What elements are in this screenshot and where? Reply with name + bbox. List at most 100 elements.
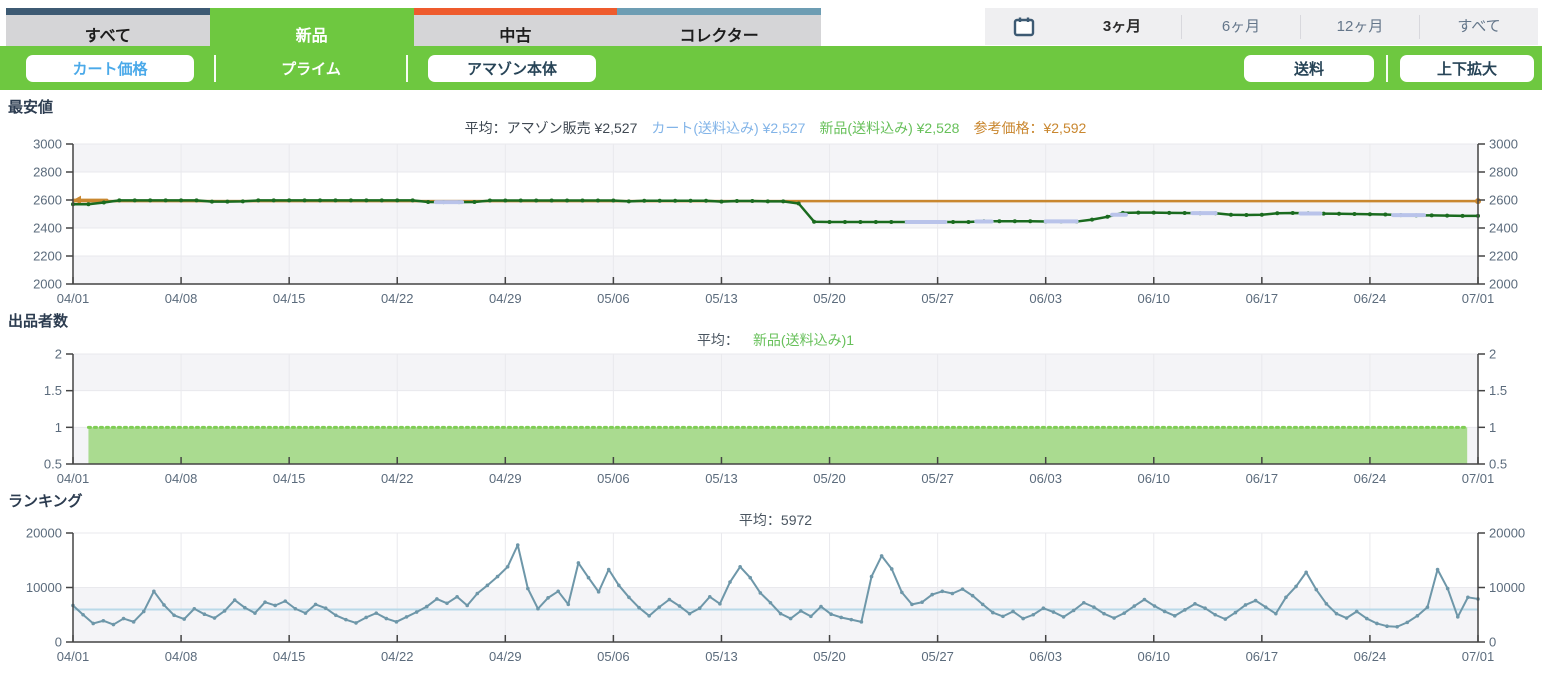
price-chart-plot[interactable]: 2000 2000 2200 2200 2400 2400 2600 2600 2800 2800… [0,130,1542,317]
shipping-button[interactable]: 送料 [1244,54,1374,82]
svg-text:07/01: 07/01 [1462,649,1495,664]
svg-text:3000: 3000 [33,137,62,152]
svg-text:05/27: 05/27 [921,291,954,306]
svg-text:05/06: 05/06 [597,649,630,664]
svg-text:2800: 2800 [1489,165,1518,180]
svg-text:05/27: 05/27 [921,471,954,486]
sellers-chart-legend: 平均： 新品(送料込み)1 [73,330,1478,350]
svg-text:06/24: 06/24 [1354,291,1387,306]
svg-text:04/01: 04/01 [57,291,90,306]
tab-new-label: 新品 [295,27,328,45]
svg-text:04/22: 04/22 [381,649,414,664]
svg-text:04/08: 04/08 [165,649,198,664]
prime-button[interactable]: プライム [281,60,341,78]
price-chart-legend: 平均：アマゾン販売 ¥2,527 カート(送料込み) ¥2,527 新品(送料込み)… [73,118,1478,138]
cart-price-label: カート価格 [72,60,148,78]
tab-used-label: 中古 [499,27,532,45]
svg-text:3000: 3000 [1489,137,1518,152]
time-option-3m[interactable]: 3ヶ月 [1102,17,1142,35]
svg-text:06/03: 06/03 [1029,649,1062,664]
legend-item: 新品(送料込み) ¥2,528 [819,120,960,136]
svg-text:06/03: 06/03 [1029,291,1062,306]
svg-text:04/29: 04/29 [489,291,522,306]
svg-text:04/22: 04/22 [381,471,414,486]
svg-text:0: 0 [1489,635,1496,650]
svg-text:2600: 2600 [33,193,62,208]
svg-text:2800: 2800 [33,165,62,180]
svg-text:05/20: 05/20 [813,291,846,306]
tab-all[interactable]: すべて [6,8,210,52]
legend-item: カート(送料込み) ¥2,527 [651,120,806,136]
svg-text:2600: 2600 [1489,193,1518,208]
svg-text:20000: 20000 [1489,526,1525,541]
calendar-icon [985,14,1063,40]
tab-collector-label: コレクター [679,27,759,45]
svg-text:07/01: 07/01 [1462,471,1495,486]
svg-text:04/22: 04/22 [381,291,414,306]
svg-text:2400: 2400 [1489,221,1518,236]
svg-text:05/20: 05/20 [813,471,846,486]
price-chart-title: 最安値 [8,99,54,116]
svg-text:06/17: 06/17 [1246,291,1279,306]
tab-all-strip [6,8,210,15]
tab-new[interactable]: 新品 [209,8,414,52]
svg-text:04/29: 04/29 [489,471,522,486]
svg-text:2: 2 [1489,347,1496,362]
svg-text:04/15: 04/15 [273,291,306,306]
time-range-bar: 3ヶ月 6ヶ月 12ヶ月 すべて [985,8,1538,45]
svg-text:0: 0 [55,635,62,650]
svg-text:06/10: 06/10 [1137,649,1170,664]
cart-price-button[interactable]: カート価格 [26,54,194,82]
time-option-all[interactable]: すべて [1419,14,1538,39]
shipping-label: 送料 [1293,60,1324,78]
time-option-12m[interactable]: 12ヶ月 [1300,14,1419,39]
amazon-only-button[interactable]: アマゾン本体 [428,54,596,82]
svg-text:06/24: 06/24 [1354,649,1387,664]
svg-text:05/13: 05/13 [705,291,738,306]
svg-text:05/13: 05/13 [705,471,738,486]
svg-text:10000: 10000 [26,580,62,595]
ranking-chart-title: ランキング [8,493,83,510]
svg-text:1.5: 1.5 [44,383,62,398]
svg-text:06/03: 06/03 [1029,471,1062,486]
condition-tabs: すべて 新品 中古 コレクター [6,8,821,52]
svg-text:05/20: 05/20 [813,649,846,664]
expand-vertical-button[interactable]: 上下拡大 [1400,54,1534,82]
svg-text:04/01: 04/01 [57,649,90,664]
ranking-chart-plot[interactable]: 0 0 10000 10000 20000 20000 04/01 04/08 04/15 04/… [0,524,1542,681]
svg-text:07/01: 07/01 [1462,291,1495,306]
svg-text:1.5: 1.5 [1489,383,1507,398]
svg-text:04/15: 04/15 [273,471,306,486]
toolbar-separator [214,54,216,82]
svg-text:05/27: 05/27 [921,649,954,664]
svg-text:0.5: 0.5 [1489,457,1507,472]
sellers-chart-title: 出品者数 [8,313,69,330]
svg-text:2000: 2000 [33,277,62,292]
svg-text:04/01: 04/01 [57,471,90,486]
tab-used[interactable]: 中古 [413,8,618,52]
svg-text:05/13: 05/13 [705,649,738,664]
svg-text:2000: 2000 [1489,277,1518,292]
tab-collector[interactable]: コレクター [617,8,821,52]
time-option-6m[interactable]: 6ヶ月 [1181,14,1300,39]
tab-new-strip [209,8,414,15]
header-bar: すべて 新品 中古 コレクター [0,0,1542,52]
legend-item: 参考価格：¥2,592 [973,120,1087,136]
svg-text:04/08: 04/08 [165,471,198,486]
legend-item: 平均： [696,332,739,348]
svg-text:1: 1 [55,420,62,435]
svg-text:2200: 2200 [33,249,62,264]
svg-text:04/15: 04/15 [273,649,306,664]
ranking-chart-legend: 平均：5972 [73,510,1478,530]
legend-item: 新品(送料込み)1 [752,332,855,348]
svg-text:06/17: 06/17 [1246,649,1279,664]
legend-item: 平均：アマゾン販売 ¥2,527 [464,120,638,136]
tab-collector-strip [617,8,821,15]
legend-item: 平均：5972 [738,512,813,528]
sellers-chart-plot[interactable]: 0.5 0.5 1 1 1.5 1.5 2 2 04/01 04/08 04/15 04/22 04/2… [0,344,1542,497]
filter-toolbar: カート価格 プライム アマゾン本体 送料 上下拡大 [0,46,1542,90]
expand-vertical-label: 上下拡大 [1436,60,1497,78]
svg-text:06/17: 06/17 [1246,471,1279,486]
svg-text:05/06: 05/06 [597,471,630,486]
svg-text:2400: 2400 [33,221,62,236]
